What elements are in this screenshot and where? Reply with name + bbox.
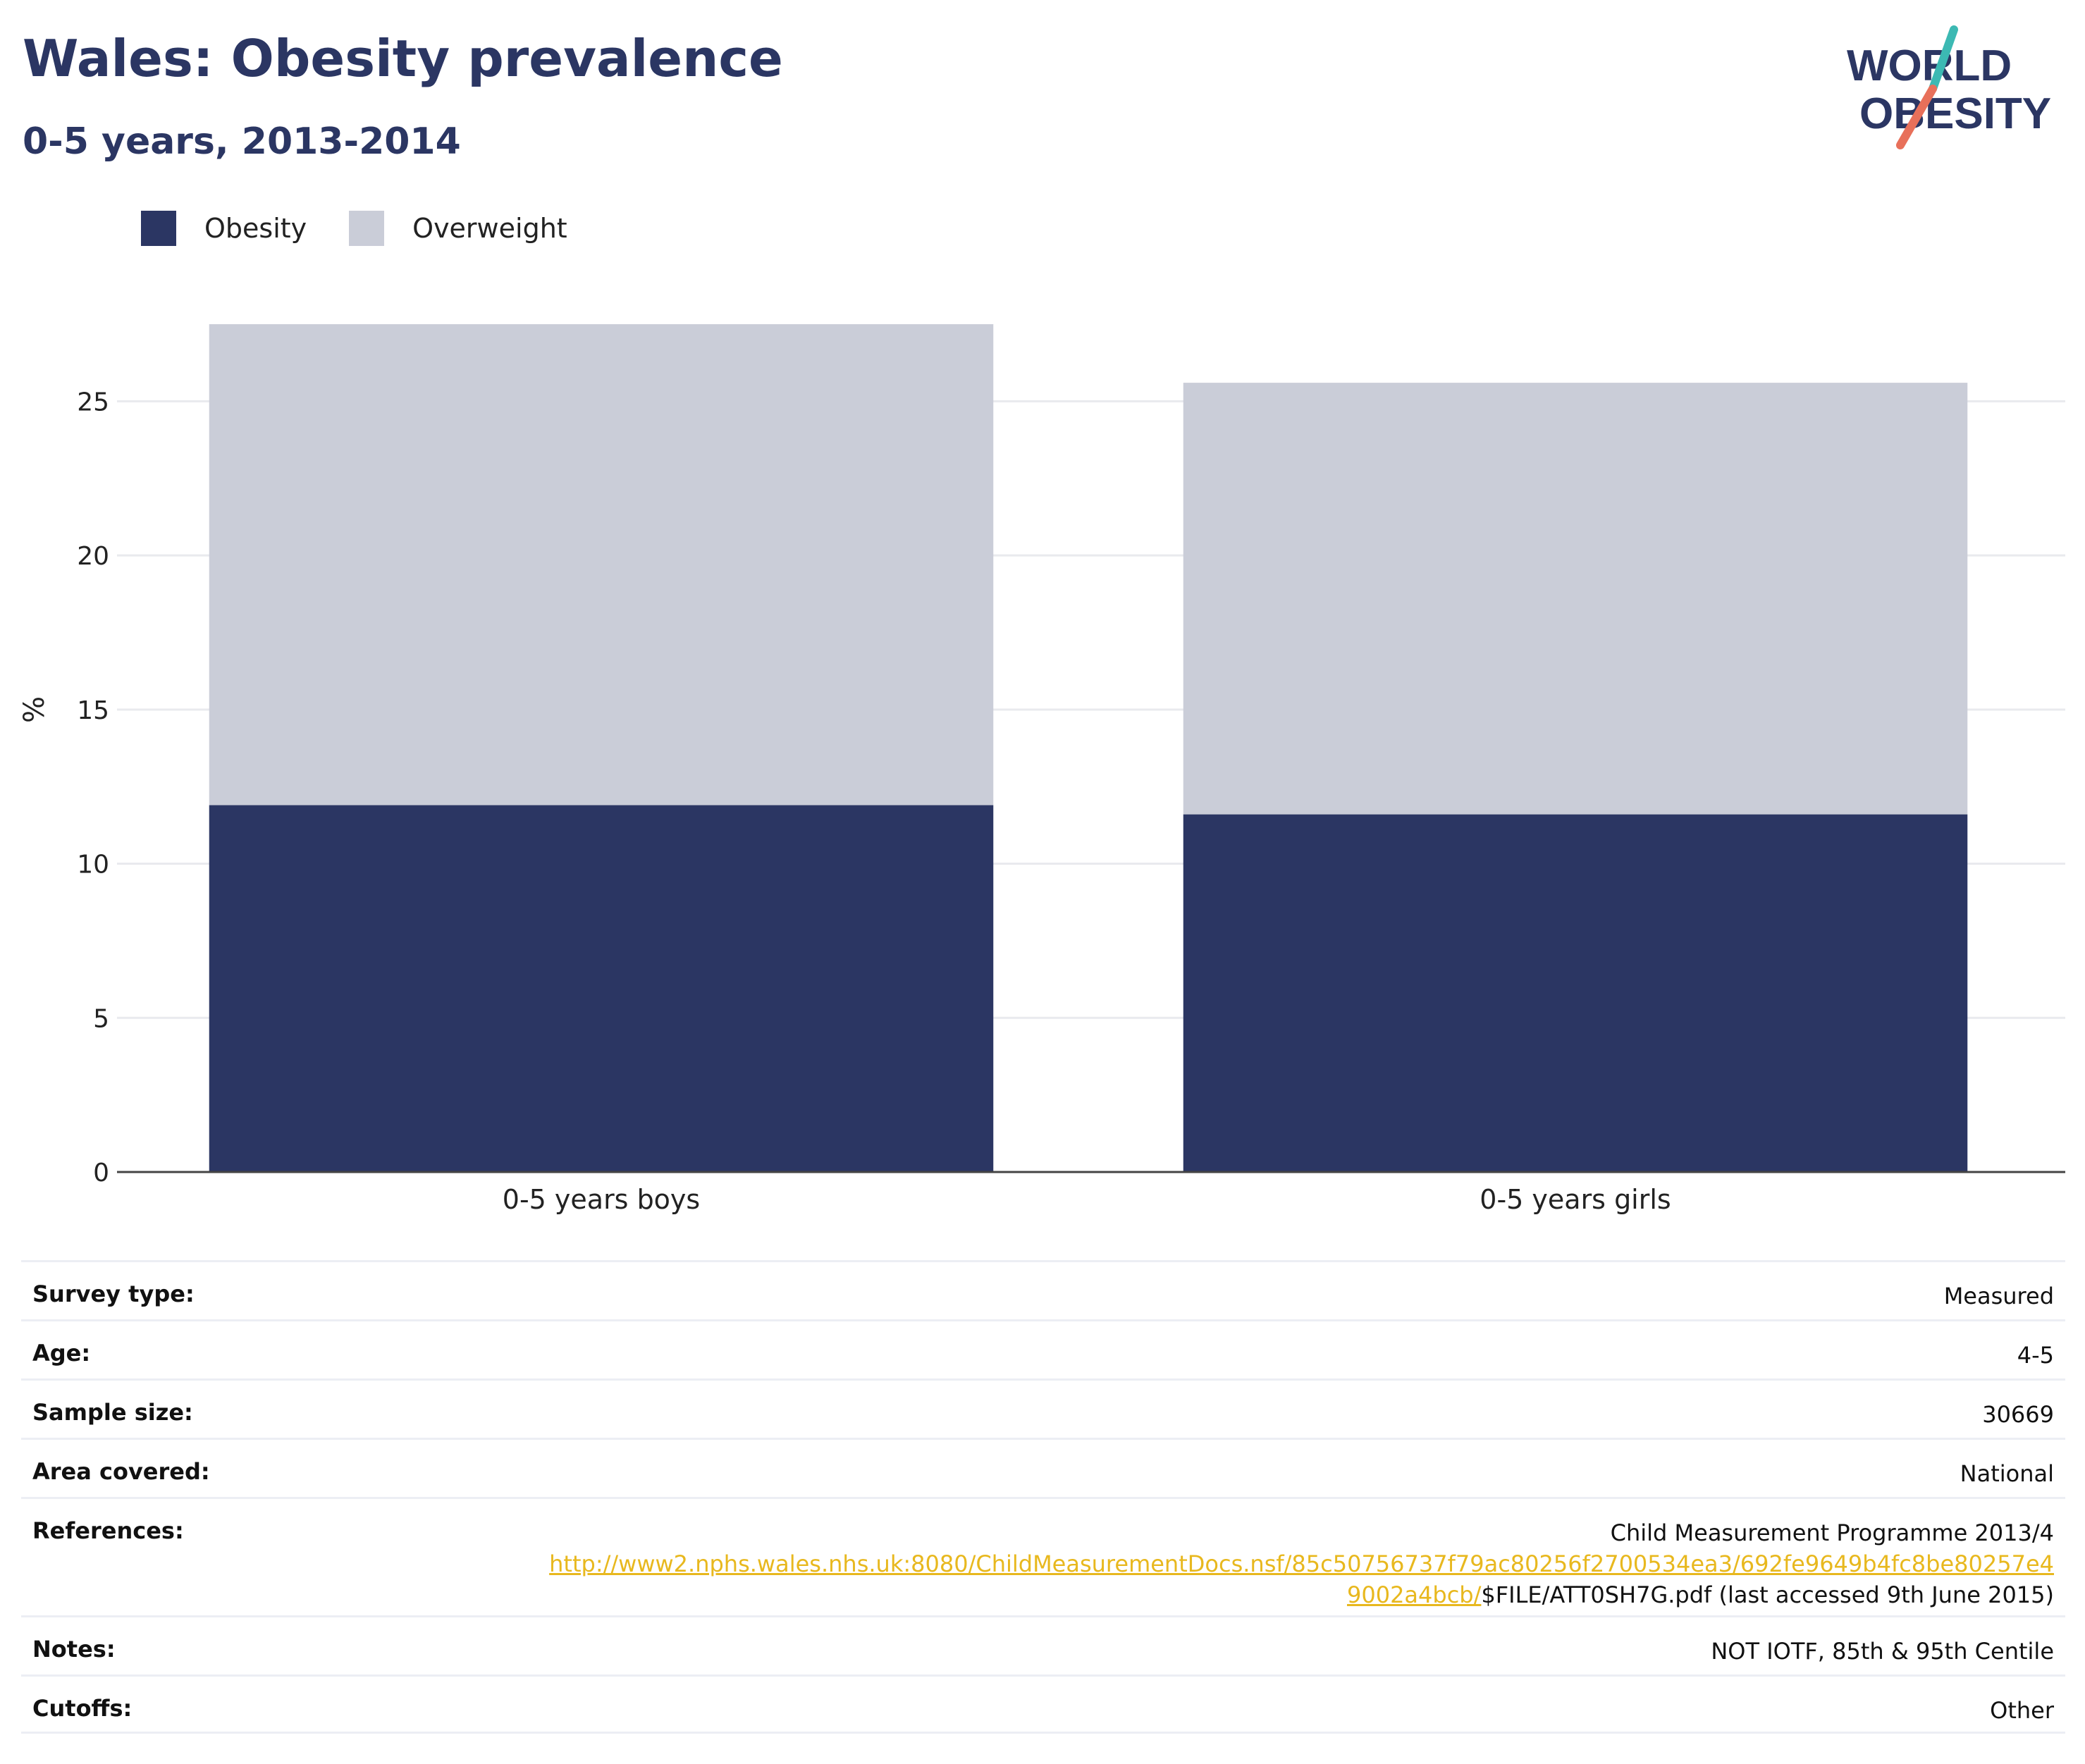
y-tick-label: 20 (77, 542, 109, 571)
legend-item-obesity[interactable]: Obesity (141, 211, 307, 246)
legend-item-overweight[interactable]: Overweight (349, 211, 567, 246)
y-tick-label: 15 (77, 696, 109, 725)
detail-value: 30669 (1982, 1401, 2054, 1428)
world-obesity-logo: WORLD OBESITY (1847, 25, 2051, 149)
y-tick-label: 10 (77, 851, 109, 880)
legend-swatch-overweight (349, 211, 385, 246)
logo-line-1: WORLD (1847, 42, 2012, 90)
detail-label: Sample size: (32, 1399, 193, 1426)
bar-obesity-1 (209, 805, 994, 1172)
y-tick-label: 0 (93, 1159, 109, 1188)
legend-swatch-obesity (141, 211, 176, 246)
detail-label: Area covered: (32, 1458, 210, 1485)
legend-label-obesity: Obesity (204, 213, 307, 244)
y-tick-label: 5 (93, 1004, 109, 1033)
logo-slash-top (1929, 25, 1958, 93)
y-tick-label: 25 (77, 388, 109, 417)
detail-value: 4-5 (2017, 1342, 2054, 1369)
survey-details-table: Survey type: Measured Age: 4-5 Sample si… (21, 1260, 2065, 1734)
detail-row-cutoffs: Cutoffs: Other (21, 1674, 2065, 1734)
y-axis-label: % (18, 696, 51, 723)
detail-value: NOT IOTF, 85th & 95th Centile (1711, 1638, 2054, 1665)
detail-row-references: References: Child Measurement Programme … (21, 1497, 2065, 1615)
detail-label: Cutoffs: (32, 1695, 133, 1722)
detail-value-references: Child Measurement Programme 2013/4 http:… (549, 1517, 2054, 1610)
stacked-bar-chart: 0 5 10 15 20 25% 0-5 years boys 0-5 years girls (18, 324, 2065, 1215)
detail-label: Notes: (32, 1636, 116, 1663)
detail-value: National (1960, 1460, 2054, 1487)
reference-title: Child Measurement Programme 2013/4 (1610, 1519, 2054, 1546)
reference-suffix: $FILE/ATT0SH7G.pdf (last accessed 9th Ju… (1481, 1581, 2054, 1608)
detail-row-sample-size: Sample size: 30669 (21, 1378, 2065, 1438)
detail-label: Age: (32, 1340, 91, 1367)
detail-value: Other (1990, 1697, 2054, 1724)
chart-legend: Obesity Overweight (141, 209, 610, 248)
detail-row-survey-type: Survey type: Measured (21, 1260, 2065, 1319)
x-tick-label: 0-5 years boys (503, 1184, 700, 1215)
reference-link-continued[interactable]: 9002a4bcb/ (1346, 1581, 1482, 1608)
legend-label-overweight: Overweight (412, 213, 567, 244)
page-subtitle: 0-5 years, 2013-2014 (23, 121, 461, 163)
x-tick-label: 0-5 years girls (1480, 1184, 1671, 1215)
detail-row-age: Age: 4-5 (21, 1319, 2065, 1378)
page-title: Wales: Obesity prevalence (23, 29, 783, 88)
logo-line-2: OBESITY (1859, 90, 2051, 138)
logo-slash-bottom (1896, 85, 1937, 149)
reference-link[interactable]: http://www2.nphs.wales.nhs.uk:8080/Child… (549, 1550, 2054, 1577)
detail-row-area-covered: Area covered: National (21, 1438, 2065, 1497)
detail-label: Survey type: (32, 1281, 195, 1307)
bar-obesity-2 (1183, 814, 1968, 1172)
bar-overweight-1 (209, 324, 994, 806)
detail-value: Measured (1943, 1283, 2054, 1309)
detail-label: References: (32, 1517, 184, 1544)
detail-row-notes: Notes: NOT IOTF, 85th & 95th Centile (21, 1615, 2065, 1674)
bar-overweight-2 (1183, 383, 1968, 815)
